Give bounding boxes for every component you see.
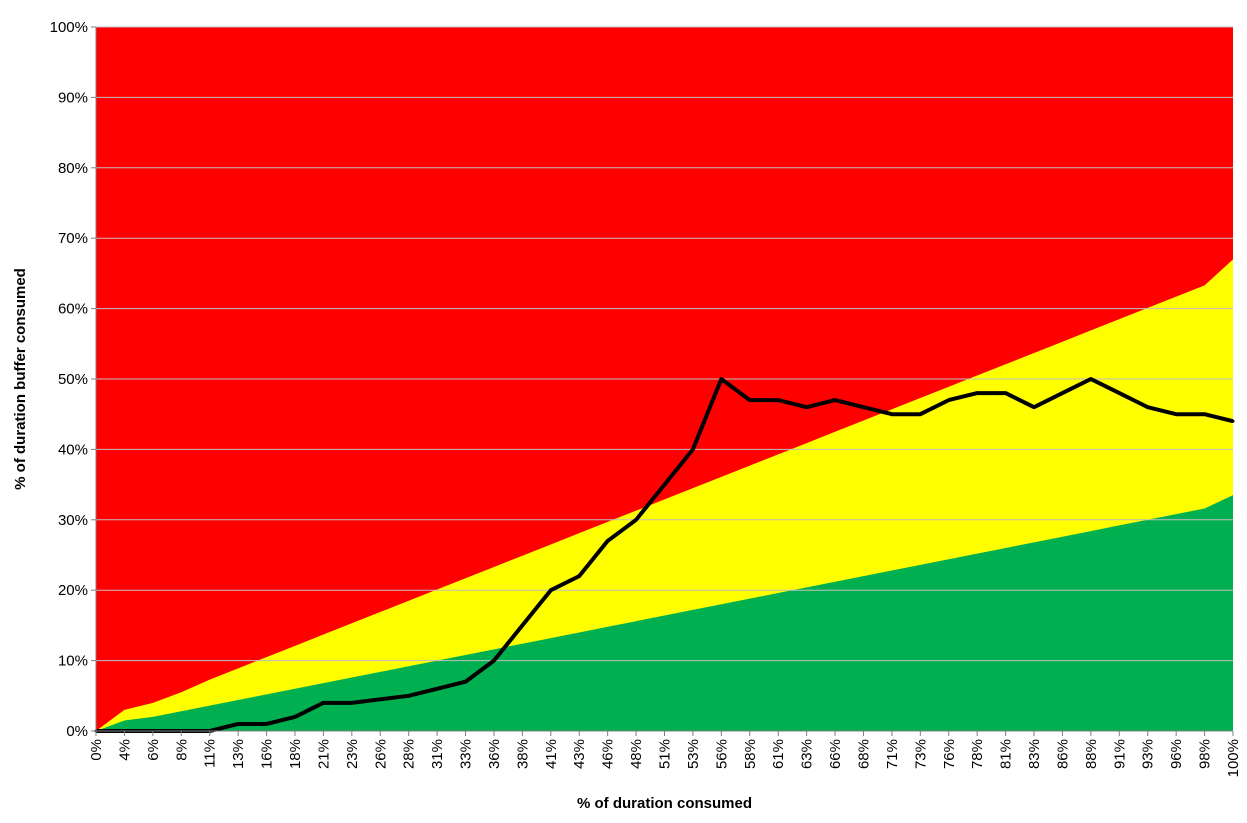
data-point — [975, 391, 979, 395]
x-tick-label: 36% — [486, 739, 503, 769]
data-point — [577, 574, 581, 578]
y-tick-label: 90% — [58, 89, 88, 106]
x-tick-label: 58% — [742, 739, 759, 769]
data-point — [833, 398, 837, 402]
x-tick-label: 28% — [401, 739, 418, 769]
x-tick-label: 91% — [1111, 739, 1128, 769]
data-point — [549, 588, 553, 592]
x-tick-label: 63% — [799, 739, 816, 769]
data-point — [947, 398, 951, 402]
x-tick-label: 71% — [884, 739, 901, 769]
x-tick-label: 16% — [259, 739, 276, 769]
y-tick-label: 70% — [58, 230, 88, 247]
x-tick-label: 6% — [145, 739, 162, 761]
x-tick-labels: 0% 4% 6% 8% 11% 13% 16% 18% 21% 23% 26% 28% 31% 33% 36… — [88, 739, 1242, 777]
y-tick-label: 60% — [58, 301, 88, 318]
data-point — [719, 377, 723, 381]
data-point — [805, 405, 809, 409]
x-tick-label: 81% — [998, 739, 1015, 769]
data-point — [492, 659, 496, 663]
x-tick-label: 98% — [1197, 739, 1214, 769]
data-point — [464, 680, 468, 684]
data-point — [1032, 405, 1036, 409]
x-tick-label: 38% — [514, 739, 531, 769]
data-point — [918, 412, 922, 416]
x-tick-label: 100% — [1225, 739, 1242, 777]
data-point — [776, 398, 780, 402]
data-point — [236, 722, 240, 726]
x-tick-label: 18% — [287, 739, 304, 769]
y-tick-label: 80% — [58, 160, 88, 177]
data-point — [1231, 419, 1235, 423]
x-tick-label: 43% — [571, 739, 588, 769]
data-point — [321, 701, 325, 705]
axes — [91, 26, 1234, 736]
x-tick-label: 78% — [969, 739, 986, 769]
x-tick-label: 31% — [429, 739, 446, 769]
x-tick-label: 56% — [713, 739, 730, 769]
x-tick-label: 88% — [1083, 739, 1100, 769]
x-tick-label: 86% — [1054, 739, 1071, 769]
x-tick-label: 26% — [372, 739, 389, 769]
x-tick-label: 11% — [202, 739, 219, 768]
x-tick-label: 68% — [855, 739, 872, 769]
x-tick-label: 48% — [628, 739, 645, 769]
data-point — [606, 539, 610, 543]
x-tick-label: 93% — [1140, 739, 1157, 769]
y-tick-label: 100% — [50, 19, 88, 36]
y-tick-label: 20% — [58, 582, 88, 599]
x-tick-label: 13% — [230, 739, 247, 769]
data-point — [293, 715, 297, 719]
data-point — [1060, 391, 1064, 395]
data-point — [890, 412, 894, 416]
x-tick-label: 21% — [315, 739, 332, 769]
data-point — [350, 701, 354, 705]
data-point — [663, 483, 666, 487]
x-tick-label: 96% — [1168, 739, 1185, 769]
series-layer — [94, 377, 1235, 733]
data-point — [1174, 412, 1178, 416]
gridlines — [96, 26, 1233, 662]
data-point — [265, 722, 269, 726]
data-point — [435, 687, 439, 691]
y-tick-labels: 0% 10% 20% 30% 40% 50% 60% 70% 80% 90% 100% — [50, 19, 88, 740]
data-point — [691, 447, 695, 451]
zone-area-2 — [96, 495, 1233, 731]
x-tick-label: 33% — [458, 739, 475, 769]
y-axis-title: % of duration buffer consumed — [12, 268, 29, 490]
x-tick-label: 4% — [116, 739, 133, 761]
x-tick-label: 46% — [600, 739, 617, 769]
data-point — [1146, 405, 1150, 409]
y-tick-label: 0% — [66, 723, 88, 740]
data-point — [520, 623, 524, 627]
data-point — [1203, 412, 1207, 416]
x-tick-label: 76% — [941, 739, 958, 769]
x-tick-label: 73% — [912, 739, 929, 769]
data-point — [1117, 391, 1121, 395]
data-point — [634, 518, 638, 522]
x-axis-title: % of duration consumed — [577, 795, 752, 812]
data-point — [378, 697, 382, 701]
data-point — [748, 398, 752, 402]
x-tick-label: 53% — [685, 739, 702, 769]
y-tick-label: 40% — [58, 441, 88, 458]
data-point — [1089, 377, 1093, 381]
data-point — [861, 405, 865, 409]
x-tick-label: 61% — [770, 739, 787, 769]
y-tick-label: 30% — [58, 512, 88, 529]
x-tick-label: 8% — [173, 739, 190, 761]
x-tick-label: 51% — [657, 739, 674, 769]
y-tick-label: 50% — [58, 371, 88, 388]
data-point — [1004, 391, 1008, 395]
x-tick-label: 83% — [1026, 739, 1043, 769]
x-tick-label: 41% — [543, 739, 560, 769]
x-tick-label: 66% — [827, 739, 844, 769]
x-tick-label: 23% — [344, 739, 361, 769]
y-tick-label: 10% — [58, 653, 88, 670]
x-tick-label: 0% — [88, 739, 105, 761]
data-point — [407, 694, 411, 698]
